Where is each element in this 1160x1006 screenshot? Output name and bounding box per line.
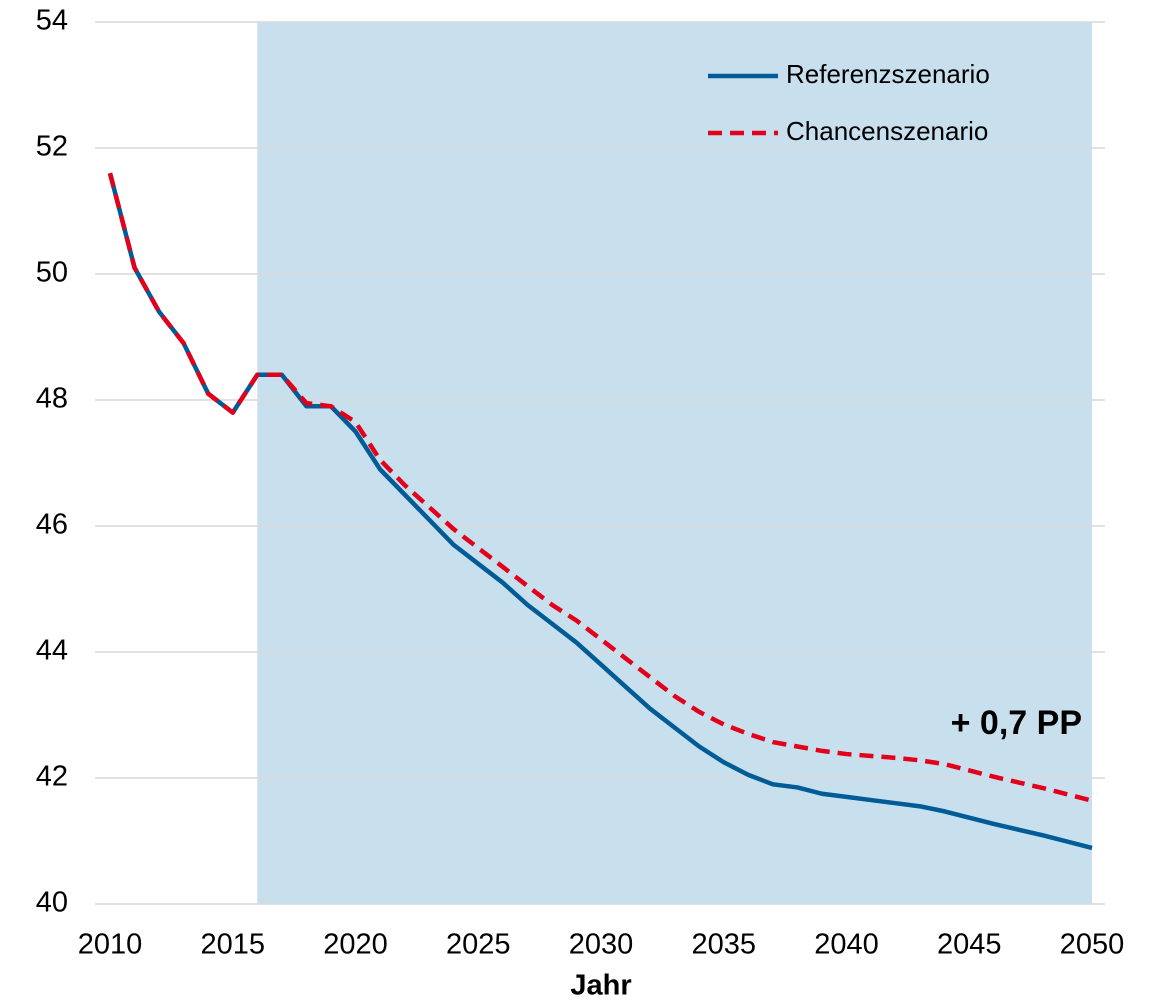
x-tick-label: 2020 bbox=[323, 929, 388, 961]
y-tick-label: 42 bbox=[36, 761, 68, 793]
x-tick-label: 2015 bbox=[200, 929, 265, 961]
y-tick-label: 52 bbox=[36, 131, 68, 163]
x-axis-label: Jahr bbox=[570, 970, 631, 1002]
y-tick-label: 54 bbox=[36, 5, 68, 37]
x-tick-label: 2030 bbox=[569, 929, 634, 961]
x-tick-label: 2035 bbox=[691, 929, 756, 961]
x-tick-label: 2040 bbox=[814, 929, 879, 961]
x-tick-label: 2025 bbox=[446, 929, 511, 961]
x-tick-label: 2010 bbox=[78, 929, 143, 961]
x-tick-label: 2045 bbox=[937, 929, 1002, 961]
y-tick-label: 50 bbox=[36, 257, 68, 289]
y-tick-label: 40 bbox=[36, 887, 68, 919]
legend-label: Referenzszenario bbox=[786, 59, 990, 89]
y-tick-label: 48 bbox=[36, 383, 68, 415]
annotation: + 0,7 PP bbox=[951, 704, 1082, 742]
series-line bbox=[107, 172, 1093, 803]
y-tick-label: 44 bbox=[36, 635, 68, 667]
legend-label: Chancenszenario bbox=[786, 116, 988, 146]
shaded-region bbox=[257, 22, 1092, 904]
y-tick-label: 46 bbox=[36, 509, 68, 541]
x-tick-label: 2050 bbox=[1060, 929, 1125, 961]
